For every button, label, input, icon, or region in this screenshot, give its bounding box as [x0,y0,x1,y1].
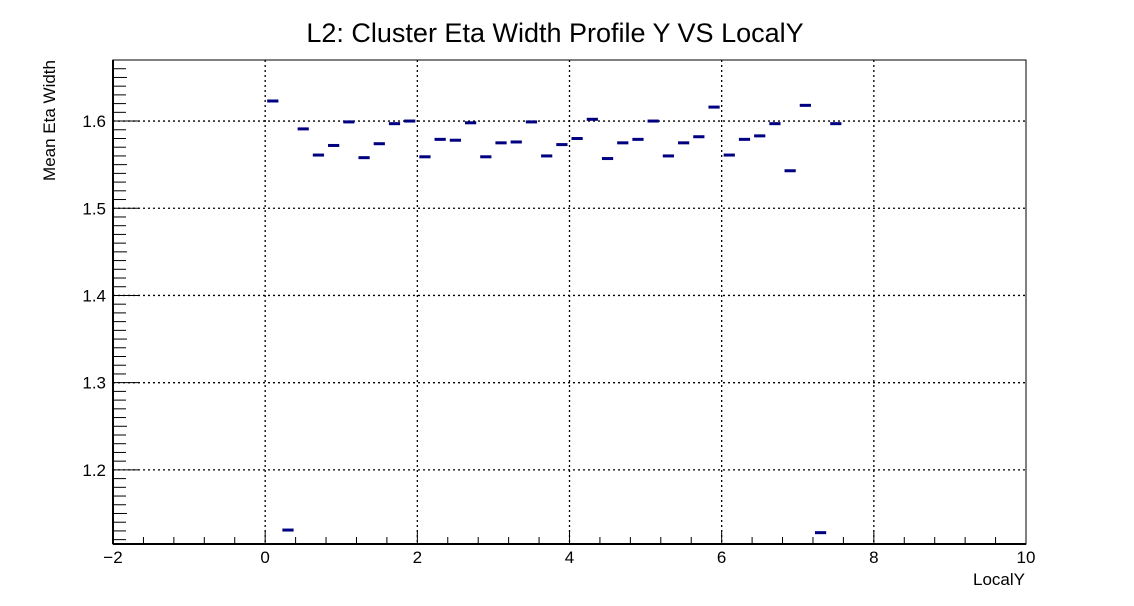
tick-labels: −2 0 2 4 6 8 10 1.2 1.3 1.4 1.5 1.6 [82,112,1035,567]
x-tick-label: 8 [869,548,878,567]
grid-lines [113,60,1026,544]
x-tick-label: 6 [717,548,726,567]
chart-title: L2: Cluster Eta Width Profile Y VS Local… [306,18,803,48]
y-tick-label: 1.2 [82,461,106,480]
x-tick-label: −2 [103,548,122,567]
x-tick-label: 10 [1017,548,1036,567]
data-markers [267,99,842,535]
y-axis-label: Mean Eta Width [40,60,59,181]
axis-ticks [112,59,1027,544]
y-tick-label: 1.4 [82,286,106,305]
x-tick-label: 2 [413,548,422,567]
y-tick-label: 1.3 [82,374,106,393]
x-tick-label: 0 [260,548,269,567]
y-tick-label: 1.6 [82,112,106,131]
y-tick-label: 1.5 [82,199,106,218]
x-tick-label: 4 [565,548,574,567]
x-axis-label: LocalY [973,570,1025,589]
